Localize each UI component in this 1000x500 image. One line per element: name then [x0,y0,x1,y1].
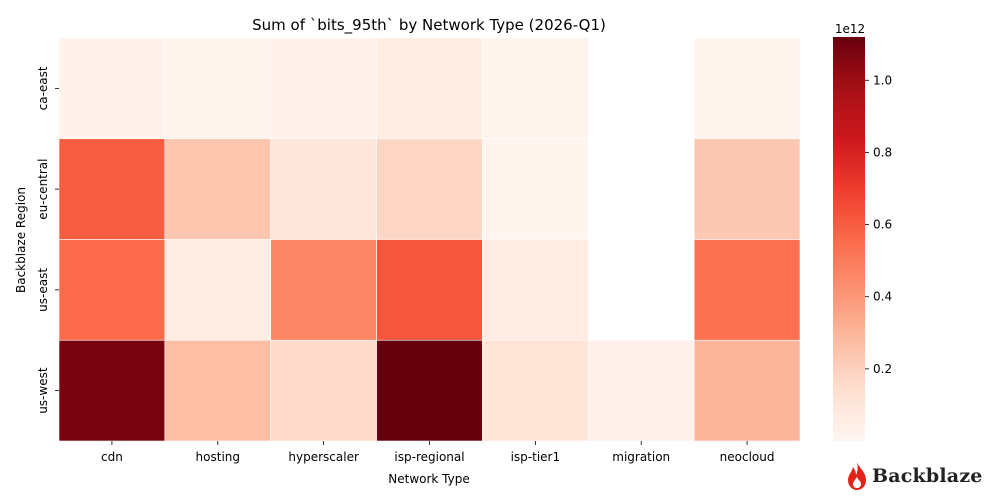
x-axis-label: Network Type [388,472,469,486]
heatmap-cells [58,37,801,442]
heatmap-cell [482,339,589,442]
heatmap-cell [270,138,377,240]
heatmap-cell [693,239,801,341]
heatmap-cell [58,339,166,442]
colorbar-tick-label: 0.6 [873,218,892,232]
heatmap-cell [482,239,589,341]
y-tick-label: ca-east [36,66,50,110]
colorbar-gradient [833,37,865,441]
heatmap-cell [58,239,166,341]
colorbar: 0.2 0.4 0.6 0.8 1.0 [833,37,892,441]
heatmap-cell [164,239,272,341]
heatmap-cell [587,339,695,442]
y-axis: ca-east eu-central us-east us-west [36,66,59,414]
heatmap-cell [376,37,483,140]
x-tick-label: neocloud [720,450,775,464]
colorbar-tick-label: 1.0 [873,73,892,87]
flame-icon [848,462,866,490]
heatmap-cell [693,138,801,240]
heatmap-cell [164,138,272,240]
heatmap-cell [270,37,377,140]
brand-logo: Backblaze [846,458,983,494]
heatmap-cell [376,239,483,341]
x-tick-label: isp-regional [394,450,464,464]
heatmap-cell [693,339,801,442]
colorbar-tick-label: 0.2 [873,362,892,376]
heatmap-cell [693,37,801,140]
x-tick-label: cdn [101,450,123,464]
heatmap-cell [270,239,377,341]
heatmap-cell [58,37,166,140]
colorbar-tick-label: 0.8 [873,145,892,159]
colorbar-tick-label: 0.4 [873,290,892,304]
heatmap-cell [482,37,589,140]
x-tick-label: hyperscaler [288,450,359,464]
heatmap-cell [376,138,483,240]
heatmap-cell [376,339,483,442]
y-tick-label: us-west [36,367,50,414]
x-tick-label: migration [612,450,670,464]
y-tick-label: us-east [36,268,50,312]
heatmap-cell [164,37,272,140]
x-tick-label: isp-tier1 [511,450,561,464]
y-tick-label: eu-central [36,159,50,220]
x-axis: cdn hosting hyperscaler isp-regional isp-tie… [101,441,774,464]
heatmap-cell [164,339,272,442]
heatmap-cell [270,339,377,442]
heatmap-cell [482,138,589,240]
y-axis-label: Backblaze Region [14,187,28,293]
brand-name: Backblaze [872,465,983,487]
x-tick-label: hosting [196,450,240,464]
heatmap-cell [58,138,166,240]
colorbar-offset-label: 1e12 [835,22,865,36]
chart-title: Sum of `bits_95th` by Network Type (2026… [252,16,606,35]
